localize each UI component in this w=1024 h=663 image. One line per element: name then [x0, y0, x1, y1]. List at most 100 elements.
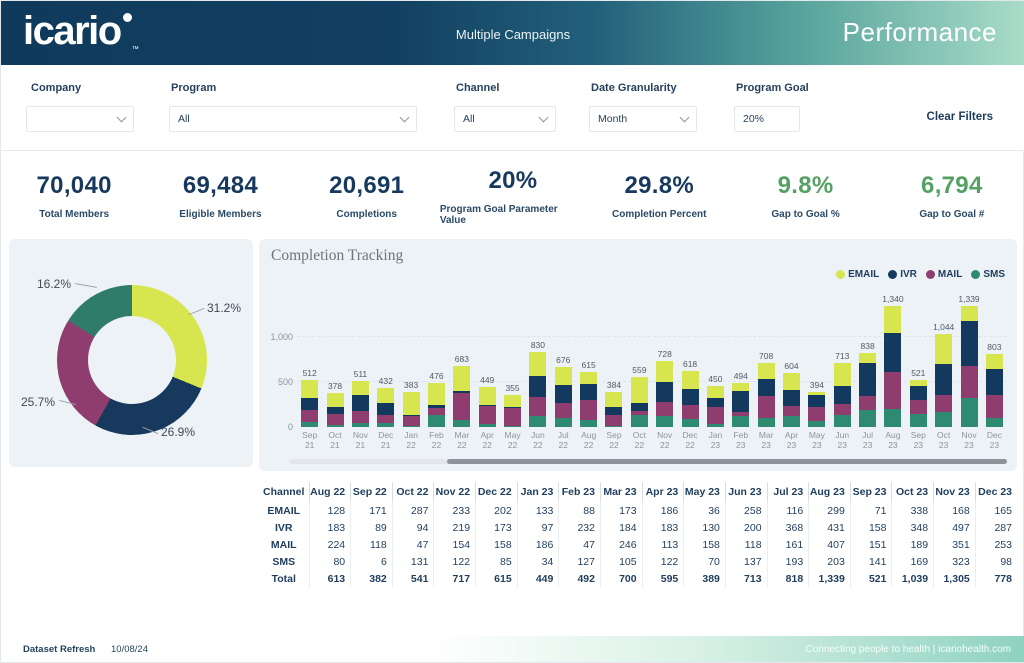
legend-item-ivr[interactable]: IVR — [888, 269, 917, 280]
matrix-cell[interactable]: 186 — [517, 536, 560, 553]
matrix-cell[interactable]: 128 — [309, 502, 352, 519]
matrix-cell[interactable]: 323 — [933, 553, 976, 570]
bar-segment-email[interactable] — [985, 354, 1003, 369]
bar-segment-sms[interactable] — [529, 416, 547, 427]
bar-segment-mail[interactable] — [427, 408, 445, 415]
row-channel-label[interactable]: Total — [259, 570, 310, 587]
matrix-cell[interactable]: 127 — [558, 553, 601, 570]
bar-segment-sms[interactable] — [630, 415, 648, 427]
bar-segment-ivr[interactable] — [909, 386, 927, 400]
matrix-cell[interactable]: 778 — [994, 572, 1012, 585]
matrix-header-month[interactable]: Aug 23 — [808, 482, 851, 502]
bar-column[interactable]: 830 — [525, 291, 550, 427]
matrix-cell[interactable]: 168 — [933, 502, 976, 519]
matrix-cell[interactable]: 118 — [350, 536, 393, 553]
bar-segment-ivr[interactable] — [351, 395, 369, 411]
bar-segment-mail[interactable] — [377, 415, 395, 423]
matrix-cell[interactable]: 122 — [433, 553, 477, 570]
matrix-cell[interactable]: 88 — [558, 502, 601, 519]
matrix-cell[interactable]: 158 — [683, 536, 726, 553]
matrix-header-month[interactable]: Jul 23 — [767, 482, 810, 502]
bar-segment-sms[interactable] — [985, 418, 1003, 427]
legend-item-sms[interactable]: SMS — [971, 269, 1005, 280]
channel-dropdown[interactable]: All — [454, 106, 556, 132]
bar-segment-mail[interactable] — [326, 414, 344, 425]
matrix-cell[interactable]: 183 — [642, 519, 685, 536]
legend-item-email[interactable]: EMAIL — [836, 269, 879, 280]
bar-segment-sms[interactable] — [580, 420, 598, 427]
bar-segment-ivr[interactable] — [732, 391, 750, 412]
matrix-cell[interactable]: 713 — [725, 570, 768, 587]
matrix-cell[interactable]: 141 — [850, 553, 893, 570]
bar-segment-email[interactable] — [757, 363, 775, 379]
bar-segment-sms[interactable] — [656, 416, 674, 427]
bar-segment-email[interactable] — [935, 334, 953, 364]
bar-segment-mail[interactable] — [859, 396, 877, 410]
matrix-cell[interactable]: 173 — [600, 502, 643, 519]
bar-segment-mail[interactable] — [808, 407, 826, 421]
bar-segment-mail[interactable] — [504, 408, 522, 426]
matrix-cell[interactable]: 224 — [309, 536, 352, 553]
bar-segment-sms[interactable] — [504, 426, 522, 427]
matrix-cell[interactable]: 389 — [683, 570, 726, 587]
scrollbar-thumb[interactable] — [446, 459, 1007, 464]
bar-segment-ivr[interactable] — [427, 405, 445, 408]
matrix-cell[interactable]: 595 — [642, 570, 685, 587]
bar-column[interactable]: 708 — [753, 291, 778, 427]
bar-segment-ivr[interactable] — [884, 333, 902, 372]
bar-segment-ivr[interactable] — [808, 395, 826, 407]
matrix-header-month[interactable]: Oct 22 — [392, 482, 435, 502]
matrix-cell[interactable]: 173 — [475, 519, 518, 536]
bar-segment-ivr[interactable] — [453, 391, 471, 393]
matrix-header-channel[interactable]: Channel — [259, 482, 310, 502]
bar-segment-mail[interactable] — [833, 404, 851, 415]
bar-segment-email[interactable] — [960, 306, 978, 321]
matrix-cell[interactable]: 219 — [433, 519, 477, 536]
matrix-cell[interactable]: 97 — [517, 519, 560, 536]
matrix-cell[interactable]: 171 — [350, 502, 393, 519]
matrix-cell[interactable]: 287 — [994, 521, 1012, 534]
bar-segment-mail[interactable] — [757, 396, 775, 418]
matrix-cell[interactable]: 246 — [600, 536, 643, 553]
bar-segment-email[interactable] — [529, 352, 547, 376]
matrix-cell[interactable]: 497 — [933, 519, 976, 536]
table-row-sms[interactable]: SMS 80 6 131 122 85 34 127 105 122 70 137 193 203 141 1… — [259, 553, 1017, 570]
matrix-cell[interactable]: 89 — [350, 519, 393, 536]
bar-segment-ivr[interactable] — [529, 376, 547, 397]
bar-column[interactable]: 1,340 — [880, 291, 905, 427]
bar-column[interactable]: 521 — [906, 291, 931, 427]
bar-column[interactable]: 728 — [652, 291, 677, 427]
bar-column[interactable]: 803 — [982, 291, 1007, 427]
bar-column[interactable]: 618 — [677, 291, 702, 427]
bar-column[interactable]: 494 — [728, 291, 753, 427]
bar-segment-email[interactable] — [504, 395, 522, 407]
matrix-cell[interactable]: 118 — [725, 536, 768, 553]
matrix-cell[interactable]: 351 — [933, 536, 976, 553]
bar-segment-sms[interactable] — [884, 409, 902, 427]
bar-segment-mail[interactable] — [960, 366, 978, 398]
matrix-cell[interactable]: 1,305 — [933, 570, 976, 587]
bar-column[interactable]: 450 — [703, 291, 728, 427]
bar-segment-email[interactable] — [605, 392, 623, 407]
bar-column[interactable]: 615 — [576, 291, 601, 427]
bar-segment-email[interactable] — [656, 361, 674, 382]
matrix-cell[interactable]: 184 — [600, 519, 643, 536]
matrix-cell[interactable]: 80 — [309, 553, 352, 570]
matrix-cell[interactable]: 233 — [433, 502, 477, 519]
matrix-cell[interactable]: 105 — [600, 553, 643, 570]
bar-segment-ivr[interactable] — [630, 403, 648, 411]
matrix-cell[interactable]: 1,039 — [891, 570, 935, 587]
matrix-cell[interactable]: 94 — [392, 519, 435, 536]
matrix-header-month[interactable]: Jun 23 — [725, 482, 768, 502]
matrix-cell[interactable]: 169 — [891, 553, 935, 570]
matrix-cell[interactable]: 34 — [517, 553, 560, 570]
bar-segment-mail[interactable] — [478, 406, 496, 424]
matrix-cell[interactable]: 122 — [642, 553, 685, 570]
chart-horizontal-scrollbar[interactable] — [289, 459, 1007, 464]
bar-segment-email[interactable] — [580, 372, 598, 384]
matrix-cell[interactable]: 154 — [433, 536, 477, 553]
matrix-header-month[interactable]: Sep 23 — [850, 482, 893, 502]
matrix-header-month[interactable]: Aug 22 — [309, 482, 352, 502]
matrix-cell[interactable]: 613 — [309, 570, 352, 587]
matrix-cell[interactable]: 186 — [642, 502, 685, 519]
